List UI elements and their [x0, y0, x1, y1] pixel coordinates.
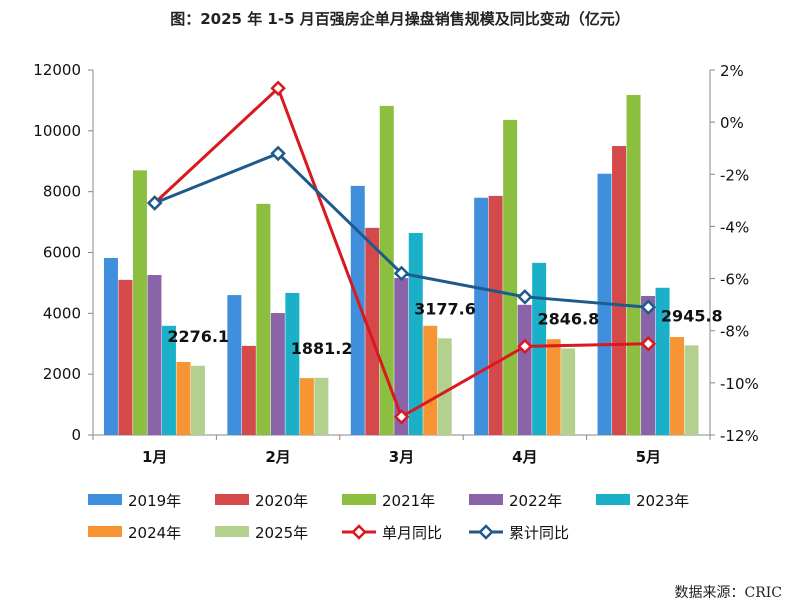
bar-2019年 [350, 185, 365, 435]
left-tick-label: 12000 [33, 61, 81, 79]
right-tick-label: 0% [720, 114, 744, 132]
data-label: 2945.8 [661, 306, 723, 325]
data-label: 1881.2 [291, 339, 353, 358]
bar-2019年 [103, 257, 118, 435]
legend-swatch [469, 494, 503, 505]
right-tick-label: -4% [720, 218, 749, 236]
legend-swatch [596, 494, 630, 505]
legend-label: 单月同比 [382, 524, 442, 542]
marker-累计同比 [517, 289, 533, 305]
category-label: 1月 [142, 448, 167, 466]
bar-2023年 [285, 292, 300, 435]
legend-label: 2023年 [636, 492, 689, 510]
bar-2025年 [684, 345, 699, 435]
bar-2025年 [561, 348, 576, 435]
legend-marker [351, 524, 367, 540]
left-tick-label: 4000 [43, 304, 81, 322]
bar-2022年 [641, 295, 656, 435]
legend-label: 2022年 [509, 492, 562, 510]
legend-swatch [215, 526, 249, 537]
legend-marker [478, 524, 494, 540]
data-label: 2846.8 [538, 309, 600, 328]
legend-label: 2024年 [128, 524, 181, 542]
right-tick-label: -12% [720, 427, 759, 445]
bar-2022年 [147, 275, 162, 435]
category-label: 2月 [265, 448, 290, 466]
left-tick-label: 2000 [43, 365, 81, 383]
data-label: 2276.1 [167, 327, 229, 346]
bar-2022年 [394, 278, 409, 435]
legend-swatch [342, 494, 376, 505]
bar-2023年 [655, 287, 670, 435]
bar-2024年 [299, 378, 314, 435]
bar-2023年 [408, 233, 423, 435]
marker-累计同比 [146, 195, 163, 211]
marker-单月同比 [640, 335, 657, 352]
legend-swatch [88, 526, 122, 537]
marker-单月同比 [517, 338, 533, 355]
bar-2020年 [612, 146, 627, 435]
marker-单月同比 [270, 80, 286, 97]
legend-label: 2019年 [128, 492, 181, 510]
left-tick-label: 6000 [43, 244, 81, 262]
bar-2024年 [670, 337, 685, 435]
marker-单月同比 [393, 408, 410, 425]
bar-2024年 [176, 362, 191, 435]
bar-2021年 [379, 105, 394, 436]
right-tick-label: -8% [720, 323, 749, 341]
bar-2023年 [532, 262, 547, 435]
bar-2022年 [517, 304, 532, 435]
bar-2021年 [256, 203, 271, 435]
bar-2025年 [190, 365, 205, 435]
bar-2024年 [546, 339, 561, 435]
bar-2020年 [241, 345, 256, 435]
legend-label: 2021年 [382, 492, 435, 510]
category-label: 3月 [389, 448, 414, 466]
left-tick-label: 10000 [33, 122, 81, 140]
legend-swatch [215, 494, 249, 505]
bar-2021年 [503, 119, 518, 435]
bar-2019年 [227, 295, 242, 435]
right-tick-label: -2% [720, 166, 749, 184]
bar-2025年 [437, 338, 452, 435]
bar-2019年 [474, 197, 489, 435]
left-tick-label: 8000 [43, 183, 81, 201]
marker-累计同比 [270, 145, 286, 162]
right-tick-label: -6% [720, 271, 749, 289]
bar-2025年 [314, 377, 329, 435]
legend-label: 累计同比 [509, 524, 569, 542]
chart-title: 图：2025 年 1-5 月百强房企单月操盘销售规模及同比变动（亿元） [170, 10, 630, 28]
bar-2020年 [365, 227, 380, 435]
right-tick-label: 2% [720, 62, 744, 80]
marker-累计同比 [640, 299, 657, 316]
bar-2020年 [118, 279, 133, 435]
bar-2021年 [132, 170, 147, 435]
bar-2020年 [488, 195, 503, 435]
category-label: 5月 [636, 448, 661, 466]
bar-2023年 [161, 325, 176, 435]
legend-swatch [88, 494, 122, 505]
bar-2024年 [423, 325, 438, 435]
category-label: 4月 [512, 448, 537, 466]
bar-2021年 [626, 94, 641, 436]
legend-label: 2025年 [255, 524, 308, 542]
bar-2022年 [270, 313, 285, 435]
left-tick-label: 0 [71, 426, 81, 444]
data-label: 3177.6 [414, 299, 476, 318]
source-note: 数据来源：CRIC [674, 585, 783, 601]
legend-label: 2020年 [255, 492, 308, 510]
right-tick-label: -10% [720, 375, 759, 393]
marker-累计同比 [393, 265, 410, 282]
